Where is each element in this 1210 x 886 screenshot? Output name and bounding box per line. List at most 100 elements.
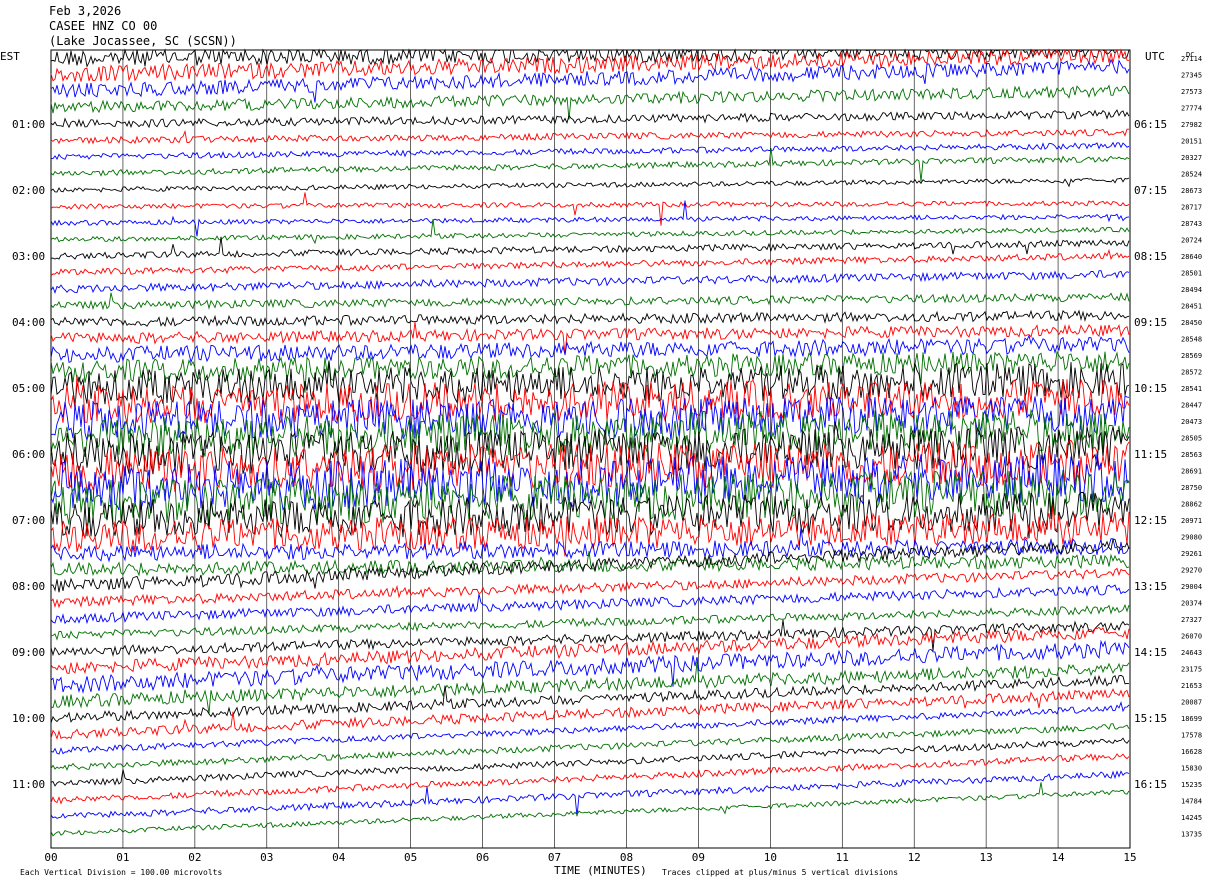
est-hour-label: 02:00 bbox=[12, 184, 45, 197]
trace-row bbox=[50, 374, 1130, 424]
x-tick-label: 07 bbox=[548, 851, 561, 864]
dc-offset-label: 28640 bbox=[1181, 253, 1202, 261]
dc-offset-label: 26070 bbox=[1181, 633, 1202, 641]
trace-row bbox=[50, 192, 1130, 226]
est-hour-label: 07:00 bbox=[12, 514, 45, 527]
trace-row bbox=[50, 723, 1130, 771]
trace-row bbox=[50, 567, 1130, 609]
dc-offset-label: 20327 bbox=[1181, 154, 1202, 162]
dc-offset-label: 20724 bbox=[1181, 237, 1202, 245]
trace-row bbox=[50, 236, 1130, 260]
trace-row bbox=[50, 334, 1130, 364]
est-hour-label: 08:00 bbox=[12, 580, 45, 593]
clip-note: Traces clipped at plus/minus 5 vertical … bbox=[662, 868, 898, 877]
x-tick-label: 00 bbox=[44, 851, 57, 864]
dc-offset-label: 29261 bbox=[1181, 550, 1202, 558]
dc-offset-label: 15235 bbox=[1181, 781, 1202, 789]
dc-offset-label: 27774 bbox=[1181, 105, 1202, 113]
trace-row bbox=[50, 48, 1130, 68]
est-hour-label: 01:00 bbox=[12, 118, 45, 131]
dc-offset-label: 14245 bbox=[1181, 814, 1202, 822]
dc-offset-label: 28447 bbox=[1181, 402, 1202, 410]
trace-row bbox=[50, 782, 1130, 837]
dc-offset-label: 27114 bbox=[1181, 55, 1202, 63]
dc-offset-label: 28505 bbox=[1181, 435, 1202, 443]
trace-row bbox=[50, 394, 1130, 441]
dc-offset-label: 17578 bbox=[1181, 732, 1202, 740]
utc-hour-label: 08:15 bbox=[1134, 250, 1167, 263]
dc-offset-label: 28548 bbox=[1181, 336, 1202, 344]
dc-offset-label: 20374 bbox=[1181, 600, 1202, 608]
dc-offset-label: 20473 bbox=[1181, 418, 1202, 426]
est-hour-label: 10:00 bbox=[12, 712, 45, 725]
station-location: (Lake Jocassee, SC (SCSN)) bbox=[49, 34, 237, 48]
x-axis-title: TIME (MINUTES) bbox=[554, 864, 647, 877]
est-axis-label: EST bbox=[0, 50, 20, 63]
x-tick-label: 14 bbox=[1051, 851, 1065, 864]
est-hour-label: 06:00 bbox=[12, 448, 45, 461]
dc-offset-label: 28524 bbox=[1181, 171, 1202, 179]
dc-offset-label: 15830 bbox=[1181, 765, 1202, 773]
est-hour-label: 03:00 bbox=[12, 250, 45, 263]
utc-hour-label: 07:15 bbox=[1134, 184, 1167, 197]
trace-row bbox=[50, 128, 1129, 145]
trace-row bbox=[50, 737, 1130, 787]
dc-offset-label: 28750 bbox=[1181, 484, 1202, 492]
dc-offset-label: 28501 bbox=[1181, 270, 1202, 278]
dc-offset-label: 20151 bbox=[1181, 138, 1202, 146]
x-tick-label: 01 bbox=[116, 851, 129, 864]
dc-offset-label: 29004 bbox=[1181, 583, 1202, 591]
dc-offset-label: 24643 bbox=[1181, 649, 1202, 657]
dc-offset-label: 29270 bbox=[1181, 567, 1202, 575]
utc-hour-label: 13:15 bbox=[1134, 580, 1167, 593]
trace-row bbox=[50, 527, 1130, 563]
plot-date: Feb 3,2026 bbox=[49, 4, 122, 18]
x-tick-label: 04 bbox=[332, 851, 346, 864]
x-tick-label: 09 bbox=[692, 851, 705, 864]
dc-offset-label: 29080 bbox=[1181, 534, 1202, 542]
dc-offset-label: 28541 bbox=[1181, 385, 1202, 393]
dc-offset-label: 28563 bbox=[1181, 451, 1202, 459]
trace-row bbox=[50, 753, 1130, 805]
est-hour-label: 04:00 bbox=[12, 316, 45, 329]
trace-row bbox=[50, 109, 1130, 129]
dc-column-label: DC bbox=[1186, 51, 1194, 59]
trace-row bbox=[50, 603, 1130, 641]
trace-row bbox=[50, 504, 1130, 557]
trace-row bbox=[50, 538, 1130, 593]
x-tick-label: 15 bbox=[1123, 851, 1136, 864]
utc-hour-label: 15:15 bbox=[1134, 712, 1167, 725]
trace-row bbox=[50, 550, 1130, 577]
utc-hour-label: 09:15 bbox=[1134, 316, 1167, 329]
dc-offset-label: 13735 bbox=[1181, 831, 1202, 839]
dc-offset-label: 16628 bbox=[1181, 748, 1202, 756]
dc-offset-label: 27573 bbox=[1181, 88, 1202, 96]
trace-row bbox=[50, 688, 1130, 740]
trace-row bbox=[50, 350, 1130, 393]
x-tick-label: 13 bbox=[980, 851, 993, 864]
station-code: CASEE HNZ CO 00 bbox=[49, 19, 158, 33]
dc-offset-label: 27982 bbox=[1181, 121, 1202, 129]
trace-row bbox=[50, 58, 1130, 103]
trace-row bbox=[50, 141, 1130, 160]
utc-hour-label: 11:15 bbox=[1134, 448, 1167, 461]
trace-row bbox=[50, 770, 1130, 819]
trace-row bbox=[50, 470, 1130, 527]
dc-offset-label: 28569 bbox=[1181, 352, 1202, 360]
dc-offset-label: 28572 bbox=[1181, 369, 1202, 377]
dc-offset-label: 14784 bbox=[1181, 798, 1202, 806]
trace-row bbox=[50, 584, 1130, 625]
dc-offset-label: 28494 bbox=[1181, 286, 1202, 294]
est-hour-label: 09:00 bbox=[12, 646, 45, 659]
dc-offset-label: 21653 bbox=[1181, 682, 1202, 690]
x-tick-label: 10 bbox=[764, 851, 777, 864]
trace-row bbox=[50, 619, 1130, 658]
trace-row bbox=[50, 177, 1130, 193]
dc-offset-label: 20087 bbox=[1181, 699, 1202, 707]
utc-hour-label: 14:15 bbox=[1134, 646, 1167, 659]
trace-row bbox=[50, 439, 1130, 493]
x-tick-label: 12 bbox=[908, 851, 921, 864]
est-hour-label: 05:00 bbox=[12, 382, 45, 395]
trace-row bbox=[50, 291, 1130, 311]
